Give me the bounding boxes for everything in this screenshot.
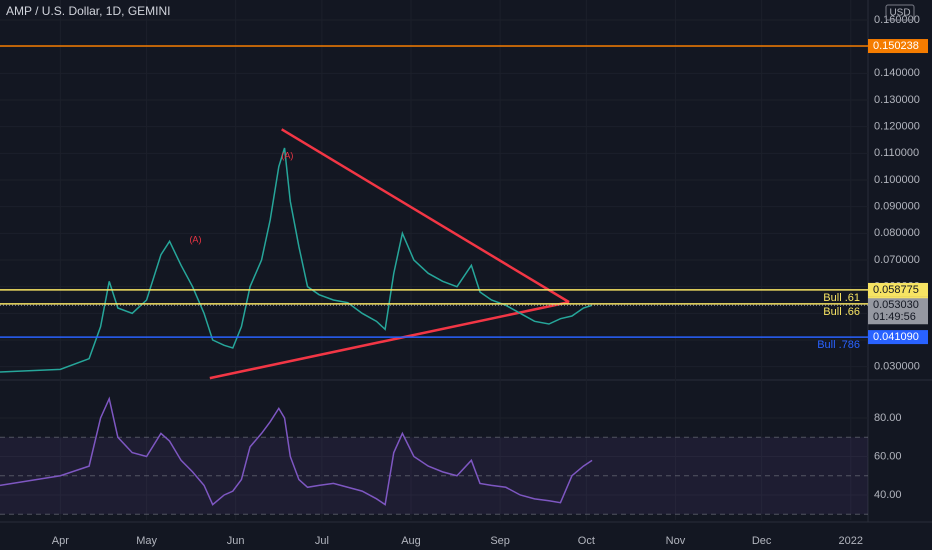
x-tick-label: 2022 [839,535,863,547]
y-tick-label: 0.120000 [874,121,920,133]
x-tick-label: Aug [401,535,421,547]
y-tick-label: 0.110000 [874,147,919,159]
current-price-box [868,298,928,325]
y-tick-label: 0.100000 [874,174,920,186]
level-label: 0.058775 [873,284,919,296]
x-tick-label: Apr [52,535,69,547]
x-tick-label: Jul [315,535,329,547]
countdown-label: 01:49:56 [873,311,916,323]
y-tick-label: 0.070000 [874,254,920,266]
chart-title: AMP / U.S. Dollar, 1D, GEMINI [6,4,170,18]
currency-label[interactable]: USD [889,8,910,19]
x-tick-label: Jun [227,535,245,547]
currency-button[interactable] [885,4,915,21]
y-tick-label: 40.00 [874,489,902,501]
trendline [209,300,570,380]
marks [0,45,868,506]
x-tick-label: Oct [578,535,595,547]
level-note: Bull .786 [817,339,860,351]
level-label: 0.041090 [873,331,919,343]
trendline [281,128,570,304]
price-line [0,396,593,506]
y-tick-label: 0.130000 [874,94,920,106]
y-tick-label: 0.140000 [874,67,920,79]
y-tick-label: 0.030000 [874,361,920,373]
x-tick-label: May [136,535,157,547]
level-box [868,39,928,54]
current-price-label: 0.053030 [873,299,919,311]
level-note: Bull .61 [823,292,860,304]
labels: 0.0300000.0400000.0500000.0600000.070000… [52,14,928,547]
y-tick-label: 0.090000 [874,201,920,213]
level-box [868,330,928,345]
x-tick-label: Nov [666,535,686,547]
x-tick-label: Sep [490,535,510,547]
y-tick-label: 60.00 [874,450,902,462]
level-note: Bull .66 [823,306,860,318]
price-line [0,147,593,373]
y-tick-label: 80.00 [874,412,902,424]
y-tick-label: 0.080000 [874,227,920,239]
grid [0,436,868,515]
level-box [868,282,928,297]
level-label: 0.150238 [873,40,919,52]
annotation: (A) [189,234,201,244]
x-tick-label: Dec [752,535,772,547]
annotation: (A) [281,150,293,160]
